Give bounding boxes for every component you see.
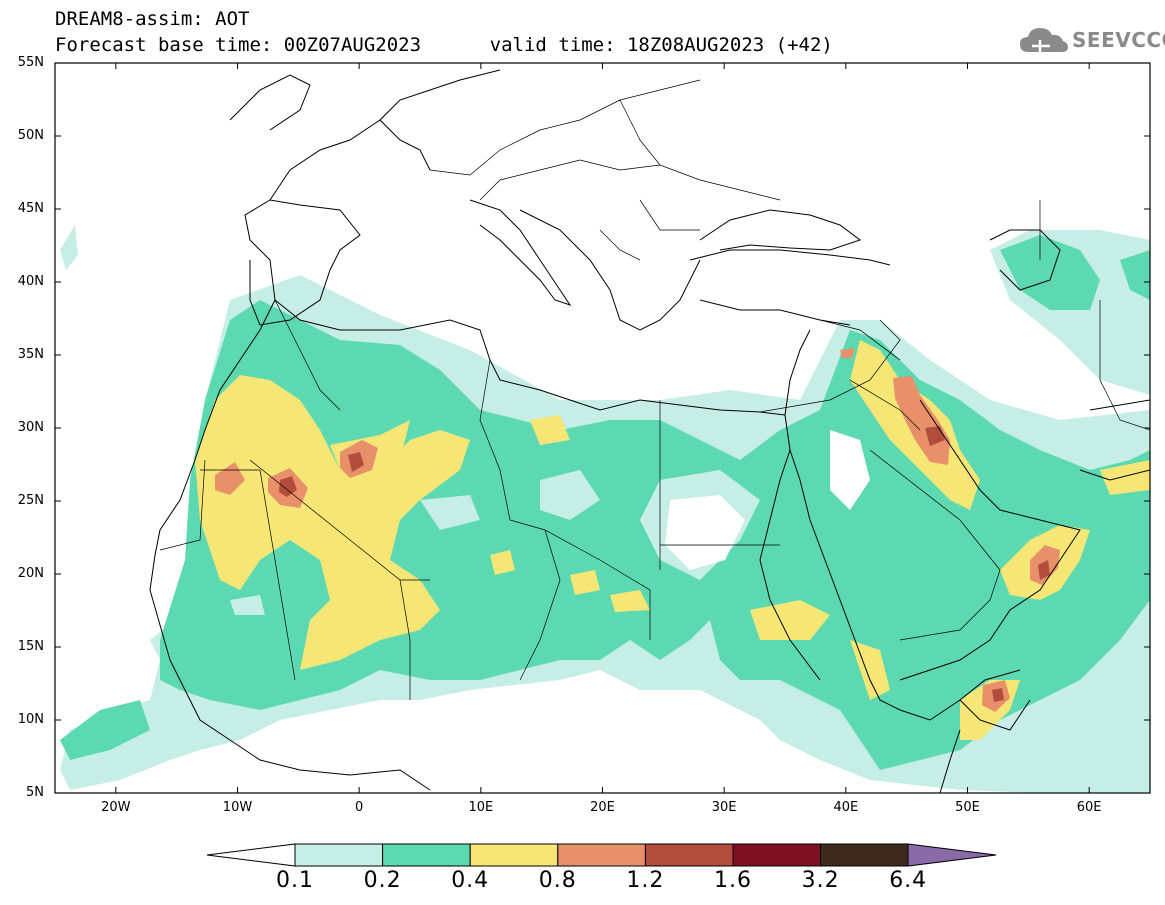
lat-label: 45N: [17, 201, 44, 216]
coastline-europe-north: [229, 69, 501, 201]
border-lines: [159, 79, 1150, 700]
colorbar-label: 0.8: [538, 868, 577, 893]
lat-label: 5N: [26, 785, 44, 800]
coastline-north-africa: [274, 299, 786, 416]
coastline-gulf-arabia: [899, 399, 1081, 681]
colorbar-box: [469, 843, 559, 867]
aot-contour-1.2: [279, 426, 1050, 702]
lon-label: 50E: [955, 800, 980, 815]
coastline-africa-west: [149, 239, 431, 791]
lon-label: 60E: [1076, 800, 1102, 815]
coastline-turkey: [689, 249, 891, 326]
lon-label: 40E: [833, 800, 859, 815]
lon-label: 20W: [101, 800, 131, 815]
colorbar-label: 1.6: [714, 868, 752, 893]
coastline-black-sea: [699, 209, 862, 251]
coastline-balkans-greece: [519, 209, 701, 331]
colorbar-label: 0.4: [451, 868, 490, 893]
colorbar-box: [382, 843, 471, 867]
colorbar-label: 1.2: [626, 868, 665, 893]
aot-contour-0.4: [195, 340, 1150, 740]
colorbar-box: [644, 843, 734, 867]
country-borders: [159, 79, 1150, 700]
lat-label: 15N: [17, 639, 44, 654]
coastlines: [149, 69, 1150, 793]
lon-label: 10W: [222, 800, 253, 815]
colorbar-upper-arrow: [907, 843, 997, 867]
colorbar-label: 6.4: [889, 868, 928, 893]
coastline-horn-africa: [939, 699, 1031, 793]
lon-label: 0: [355, 800, 364, 815]
seevccc-logo: SEEVCCC: [1018, 22, 1165, 58]
lat-label: 55N: [17, 55, 44, 70]
lat-label: 50N: [17, 128, 44, 143]
forecast-time-line: Forecast base time: 00Z07AUG2023 valid t…: [55, 34, 833, 56]
colorbar-label: 3.2: [801, 868, 840, 893]
colorbar-boxes: [294, 843, 909, 867]
lat-label: 40N: [17, 274, 44, 289]
aot-clear-region: [230, 470, 760, 615]
colorbar: [206, 843, 997, 867]
aot-clear-region-white: [560, 430, 870, 793]
lat-label: 20N: [17, 566, 44, 581]
lon-label: 20E: [590, 800, 615, 815]
lat-label: 30N: [17, 420, 44, 435]
axis-ticks: [55, 62, 1150, 794]
lon-label: 10E: [468, 800, 494, 815]
colorbar-box: [294, 843, 384, 867]
aot-field: [60, 225, 1150, 793]
colorbar-box: [557, 843, 646, 867]
colorbar-box: [732, 843, 822, 867]
colorbar-label: 0.2: [363, 868, 402, 893]
colorbar-lower-arrow: [206, 843, 296, 867]
lat-label: 25N: [17, 493, 44, 508]
lat-label: 35N: [17, 347, 44, 362]
coastline-italy: [469, 199, 572, 306]
colorbar-label: 0.1: [276, 868, 314, 893]
map-title: DREAM8-assim: AOT: [55, 8, 250, 30]
lat-label: 10N: [17, 712, 44, 727]
lon-label: 30E: [711, 800, 737, 815]
coastline-levant-redsea: [759, 329, 1021, 721]
cloud-icon: [1020, 28, 1068, 52]
logo-text: SEEVCCC: [1072, 28, 1165, 52]
colorbar-box: [820, 843, 909, 867]
coastline-iran-caspian: [989, 229, 1150, 481]
